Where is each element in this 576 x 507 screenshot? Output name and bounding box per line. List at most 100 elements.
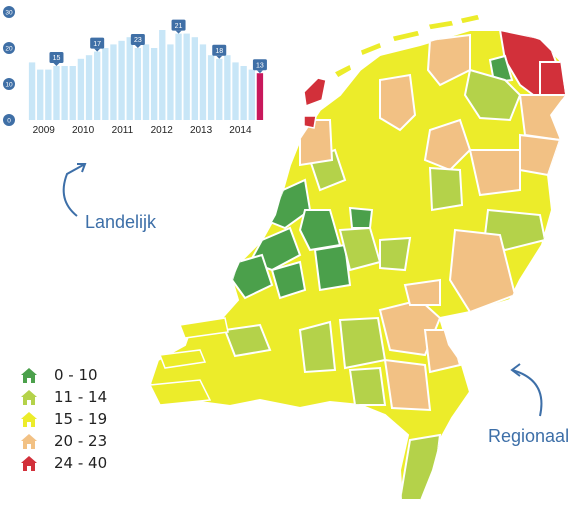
region-lightgreen-9 <box>223 323 272 358</box>
bar <box>199 44 207 120</box>
house-icon <box>21 389 37 405</box>
callout-value: 18 <box>215 48 223 55</box>
region-lightgreen-11 <box>348 366 387 406</box>
x-tick-label: 2012 <box>151 125 174 136</box>
bar <box>142 44 150 120</box>
bar <box>216 58 223 120</box>
legend: 0 - 10 11 - 14 15 - 19 20 - 23 24 - 40 <box>20 364 140 474</box>
bar-series <box>28 30 264 121</box>
legend-item: 20 - 23 <box>20 430 140 452</box>
island-yellow-1 <box>332 62 353 79</box>
callout-label: 17 <box>90 37 105 52</box>
callout-label: 23 <box>130 34 145 48</box>
region-red-east <box>539 61 565 101</box>
region-lightgreen-1 <box>463 68 522 122</box>
y-tick: 30 <box>3 6 15 18</box>
region-lightgreen-7 <box>298 320 337 374</box>
bar <box>207 55 215 121</box>
house-icon <box>21 433 37 449</box>
x-tick-label: 2010 <box>72 125 95 136</box>
region-peach-10 <box>423 329 462 374</box>
x-axis-labels: 2009 2010 2011 2012 2013 2014 <box>33 125 252 136</box>
bar <box>110 44 117 120</box>
y-tick: 10 <box>3 78 15 90</box>
region-peach-5 <box>519 133 562 177</box>
callout-label: 15 <box>49 52 64 66</box>
bar <box>118 40 125 120</box>
x-tick-label: 2011 <box>112 125 134 136</box>
callout-label: 13 <box>252 59 267 74</box>
region-peach-7 <box>299 119 334 167</box>
callout-value: 21 <box>175 23 183 30</box>
legend-label: 11 - 14 <box>54 388 108 406</box>
caption-national: Landelijk <box>85 212 157 232</box>
bar <box>224 55 231 121</box>
legend-label: 15 - 19 <box>54 410 108 428</box>
house-icon <box>21 455 37 471</box>
callout-label: 21 <box>171 19 186 34</box>
bar <box>93 51 101 120</box>
region-green-north <box>488 54 514 84</box>
x-tick-label: 2014 <box>229 125 252 136</box>
bar <box>28 62 36 120</box>
house-icon <box>21 411 37 427</box>
legend-label: 20 - 23 <box>54 432 108 450</box>
bar <box>77 58 85 120</box>
bar <box>102 48 109 120</box>
region-peach-2 <box>379 73 417 132</box>
island-red-1 <box>303 77 327 108</box>
region-green-5 <box>313 243 352 292</box>
region-peach-3 <box>423 118 472 172</box>
island-sw-3 <box>148 379 212 406</box>
bar <box>53 66 60 120</box>
bar <box>248 69 255 120</box>
island-sw-2 <box>178 317 229 339</box>
y-tick: 20 <box>3 42 15 54</box>
bar-callouts: 15 17 23 21 18 13 <box>49 19 267 74</box>
legend-item: 0 - 10 <box>20 364 140 386</box>
legend-label: 24 - 40 <box>54 454 108 472</box>
y-axis-ticks: 0 10 20 30 <box>3 6 15 126</box>
island-red-2 <box>303 115 317 129</box>
region-peach-1 <box>426 33 471 87</box>
region-green-6 <box>348 206 374 229</box>
island-yellow-3 <box>391 29 421 43</box>
house-icon <box>21 367 37 383</box>
region-lightgreen-6 <box>379 236 412 272</box>
callout-value: 23 <box>134 37 142 44</box>
x-tick-label: 2009 <box>33 125 56 136</box>
y-tick-label: 0 <box>7 118 11 125</box>
bar <box>61 66 68 120</box>
region-peach-12 <box>403 278 441 306</box>
region-peach-6 <box>468 149 521 197</box>
bar <box>183 33 190 120</box>
legend-label: 0 - 10 <box>54 366 98 384</box>
arrow-national-icon <box>62 163 87 217</box>
bar <box>45 69 52 120</box>
bar <box>167 44 174 120</box>
bar <box>134 48 142 120</box>
bar <box>69 66 76 120</box>
bar <box>256 73 264 120</box>
bar <box>126 37 133 121</box>
region-green-7 <box>270 260 307 300</box>
y-tick-label: 30 <box>5 10 13 17</box>
callout-value: 15 <box>53 55 61 62</box>
x-tick-label: 2013 <box>190 125 213 136</box>
island-sw-1 <box>158 349 207 369</box>
bar <box>191 37 199 121</box>
legend-item: 11 - 14 <box>20 386 140 408</box>
island-yellow-2 <box>359 41 383 57</box>
caption-regional: Regionaal <box>488 426 570 446</box>
arrow-regional-icon <box>510 363 543 417</box>
island-yellow-5 <box>459 13 481 25</box>
y-tick-label: 20 <box>5 46 13 53</box>
bar <box>85 55 93 121</box>
y-tick: 0 <box>3 114 15 126</box>
region-lightgreen-2 <box>428 166 464 212</box>
region-lightgreen-8 <box>338 316 387 370</box>
island-yellow-4 <box>427 19 455 31</box>
bar <box>232 62 239 120</box>
callout-value: 17 <box>93 41 101 48</box>
callout-value: 13 <box>256 62 264 69</box>
